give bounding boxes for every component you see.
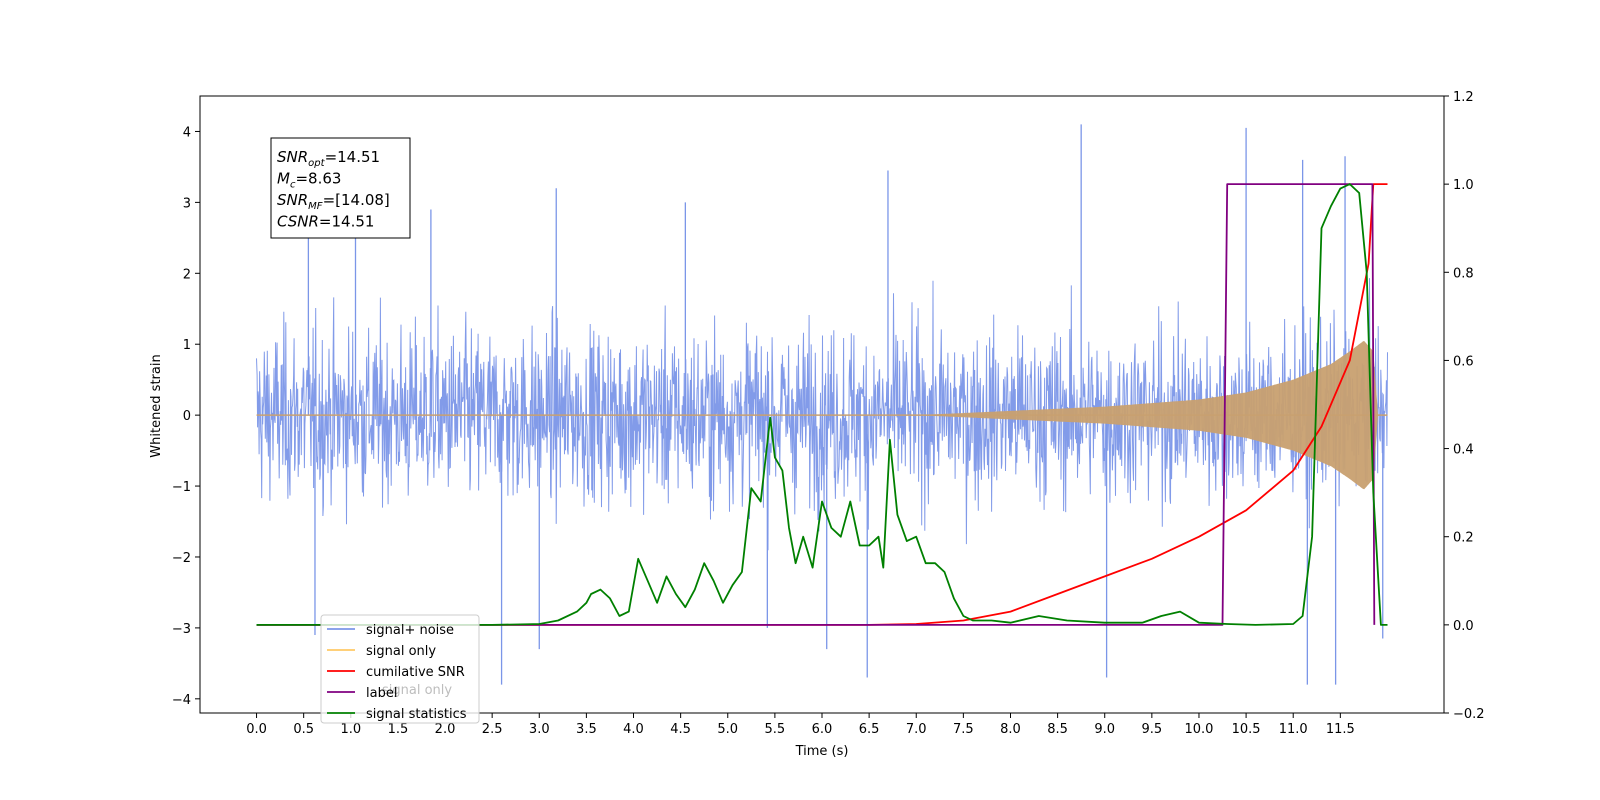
x-tick-label: 8.0 <box>1000 722 1021 737</box>
x-tick-label: 10.5 <box>1232 722 1261 737</box>
y-axis-left: −4 −3 −2 −1 0 1 2 3 4 <box>172 125 200 708</box>
x-tick-label: 6.5 <box>859 722 880 737</box>
y-tick-label: −3 <box>172 622 191 637</box>
stats-value: =14.51 <box>319 213 375 231</box>
x-tick-label: 5.0 <box>717 722 738 737</box>
x-tick-label: 2.5 <box>482 722 503 737</box>
stats-value: =[14.08] <box>323 191 390 209</box>
y-tick-label: 2 <box>183 267 191 282</box>
x-tick-label: 6.0 <box>812 722 833 737</box>
x-tick-label: 10.0 <box>1184 722 1213 737</box>
legend-label: signal only <box>366 644 436 659</box>
x-tick-label: 3.0 <box>529 722 550 737</box>
legend-label: signal+ noise <box>366 623 454 638</box>
x-tick-label: 4.0 <box>623 722 644 737</box>
plot-area <box>199 95 1445 714</box>
x-tick-label: 9.0 <box>1094 722 1115 737</box>
y-tick-label: −1 <box>172 480 191 495</box>
x-tick-label: 4.5 <box>670 722 691 737</box>
x-tick-label: 1.5 <box>388 722 409 737</box>
legend-frame <box>320 614 480 724</box>
legend-label: label <box>366 686 397 701</box>
x-tick-label: 7.0 <box>906 722 927 737</box>
y2-tick-label: 0.0 <box>1453 619 1474 634</box>
stats-value: =14.51 <box>325 148 381 166</box>
stats-symbol: SNR <box>277 148 308 166</box>
statistic-lines <box>256 183 1388 626</box>
x-axis-label: Time (s) <box>795 744 849 759</box>
y-axis-label: Whitened strain <box>149 354 164 457</box>
y-tick-label: 1 <box>183 338 191 353</box>
signal-noise-series <box>256 124 1388 685</box>
stats-subscript: MF <box>308 201 323 212</box>
x-tick-label: 5.5 <box>765 722 786 737</box>
y-tick-label: −4 <box>172 693 191 708</box>
stats-annotation-box: SNRopt=14.51Mc=8.63SNRMF=[14.08]CSNR=14.… <box>270 137 411 239</box>
x-tick-label: 9.5 <box>1142 722 1163 737</box>
legend: signal only signal+ noise signal only cumil… <box>320 614 480 724</box>
label-line <box>256 183 1376 626</box>
x-tick-label: 11.0 <box>1279 722 1308 737</box>
y-tick-label: −2 <box>172 551 191 566</box>
signal-only-envelope <box>916 341 1378 490</box>
y2-tick-label: 0.4 <box>1453 443 1474 458</box>
stats-symbol: SNR <box>277 191 308 209</box>
stats-box-frame <box>270 137 411 239</box>
y2-tick-label: 1.2 <box>1453 90 1474 105</box>
stats-symbol: M <box>277 170 290 188</box>
x-tick-label: 1.0 <box>340 722 361 737</box>
y-tick-label: 3 <box>183 196 191 211</box>
y2-tick-label: 1.0 <box>1453 178 1474 193</box>
stats-value: =8.63 <box>295 170 341 188</box>
stats-line: Mc=8.63 <box>277 170 341 191</box>
y-tick-label: 4 <box>183 125 191 140</box>
x-tick-label: 0.5 <box>293 722 314 737</box>
stats-symbol: CSNR <box>277 213 319 231</box>
y-axis-right: −0.2 0.0 0.2 0.4 0.6 0.8 1.0 1.2 <box>1444 90 1485 722</box>
x-tick-label: 0.0 <box>246 722 267 737</box>
signal-statistics-line <box>256 183 1388 626</box>
x-tick-label: 2.0 <box>435 722 456 737</box>
x-tick-label: 8.5 <box>1047 722 1068 737</box>
cumulative-snr-line <box>256 183 1388 626</box>
signal-only-series <box>256 341 1388 490</box>
x-tick-label: 7.5 <box>953 722 974 737</box>
y-tick-label: 0 <box>183 409 191 424</box>
y2-tick-label: −0.2 <box>1453 707 1485 722</box>
stats-line: SNRopt=14.51 <box>277 148 380 169</box>
x-tick-label: 11.5 <box>1326 722 1355 737</box>
legend-label: signal statistics <box>366 707 467 722</box>
stats-line: CSNR=14.51 <box>277 213 374 231</box>
stats-line: SNRMF=[14.08] <box>277 191 390 212</box>
y2-tick-label: 0.2 <box>1453 531 1474 546</box>
x-axis: 0.0 0.5 1.0 1.5 2.0 2.5 3.0 3.5 4.0 4.5 5.0 5.5 6.0 6… <box>246 713 1355 737</box>
x-tick-label: 3.5 <box>576 722 597 737</box>
legend-ghost-text: signal only <box>382 683 452 698</box>
stats-subscript: opt <box>308 158 325 169</box>
stats-subscript: c <box>290 180 296 191</box>
y2-tick-label: 0.6 <box>1453 354 1474 369</box>
y2-tick-label: 0.8 <box>1453 266 1474 281</box>
legend-label: cumilative SNR <box>366 665 465 680</box>
